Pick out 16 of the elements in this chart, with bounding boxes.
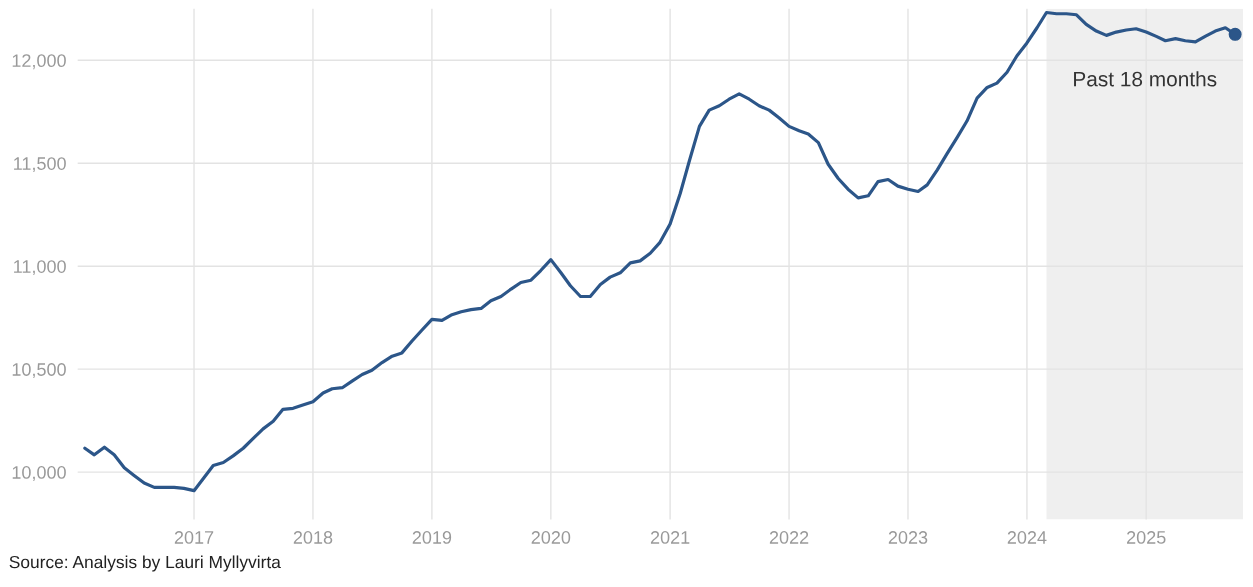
y-tick-label: 10,000 (12, 466, 66, 481)
x-tick-label: 2018 (293, 531, 333, 544)
source-note: Source: Analysis by Lauri Myllyvirta (9, 555, 281, 572)
y-tick-label: 12,000 (12, 54, 66, 70)
y-tick-label: 10,500 (12, 363, 66, 379)
x-tick-label: 2019 (412, 531, 452, 544)
x-tick-label: 2022 (769, 531, 809, 544)
y-tick-label: 11,500 (14, 157, 66, 173)
x-tick-label: 2025 (1127, 531, 1166, 544)
y-tick-label: 11,000 (14, 260, 66, 276)
x-tick-label: 2017 (174, 531, 214, 544)
x-tick-label: 2024 (1007, 531, 1047, 544)
x-tick-label: 2020 (531, 531, 571, 544)
x-tick-label: 2021 (650, 531, 690, 544)
x-tick-label: 2023 (888, 531, 928, 544)
band-label: Past 18 months (1074, 71, 1217, 87)
